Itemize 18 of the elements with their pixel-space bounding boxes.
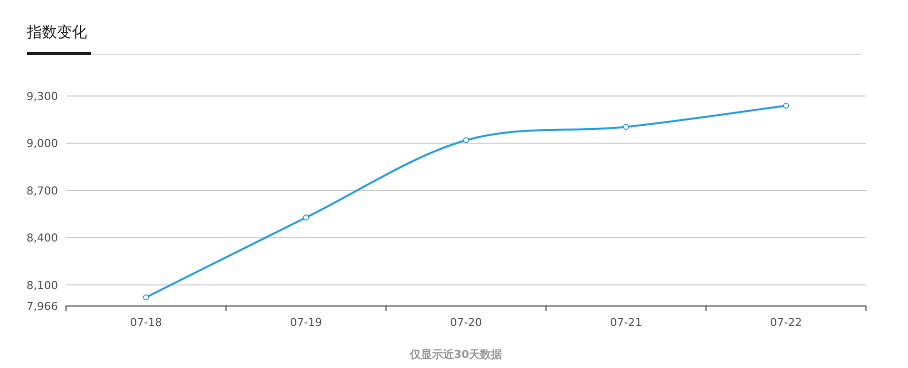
y-tick-label: 8,400 [26, 232, 58, 245]
y-tick-label: 9,000 [26, 137, 58, 150]
point [143, 294, 149, 300]
point [623, 124, 629, 130]
y-tick-label: 7,966 [26, 300, 58, 313]
y-tick-label: 8,100 [26, 278, 58, 292]
x-tick-label: 07-20 [450, 316, 482, 329]
text: 仅显示近30天数据 [408, 348, 502, 361]
point [463, 137, 469, 144]
x-tick-label: 07-19 [290, 316, 322, 329]
y-tick-label: 9,300 [26, 90, 58, 103]
chart-title: 指数变化 [26, 23, 87, 41]
point [303, 214, 309, 221]
y-tick-label: 8,700 [26, 184, 58, 198]
point [783, 102, 789, 109]
x-tick-label: 07-21 [610, 316, 642, 329]
x-tick-label: 07-18 [130, 316, 162, 329]
x-tick-label: 07-22 [770, 316, 802, 329]
